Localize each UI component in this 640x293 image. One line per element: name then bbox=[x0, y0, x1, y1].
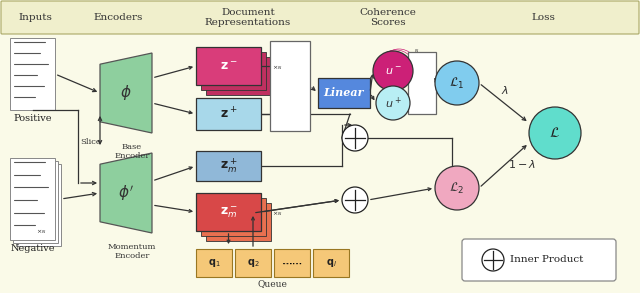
Circle shape bbox=[529, 107, 581, 159]
Circle shape bbox=[376, 86, 410, 120]
Text: Inputs: Inputs bbox=[18, 13, 52, 22]
Text: $u^-$: $u^-$ bbox=[385, 65, 401, 76]
Text: Document
Representations: Document Representations bbox=[205, 8, 291, 27]
FancyBboxPatch shape bbox=[313, 249, 349, 277]
FancyBboxPatch shape bbox=[196, 249, 232, 277]
FancyBboxPatch shape bbox=[13, 161, 58, 243]
Text: $\mathbf{q}_2$: $\mathbf{q}_2$ bbox=[246, 257, 259, 269]
Text: $\mathbf{q}_l$: $\mathbf{q}_l$ bbox=[326, 257, 337, 269]
Polygon shape bbox=[100, 53, 152, 133]
Text: $\times_N$: $\times_N$ bbox=[35, 227, 46, 236]
Circle shape bbox=[342, 125, 368, 151]
FancyBboxPatch shape bbox=[206, 57, 271, 95]
Text: $\mathcal{L}_2$: $\mathcal{L}_2$ bbox=[449, 180, 465, 195]
Text: Coherence
Scores: Coherence Scores bbox=[360, 8, 417, 27]
Text: $\cdots\cdots$: $\cdots\cdots$ bbox=[281, 258, 303, 268]
Text: Encoders: Encoders bbox=[93, 13, 143, 22]
Circle shape bbox=[373, 51, 413, 91]
Text: $^N$: $^N$ bbox=[414, 49, 419, 54]
FancyBboxPatch shape bbox=[206, 203, 271, 241]
Text: Slice: Slice bbox=[80, 137, 100, 146]
Text: $\mathbf{z}^-$: $\mathbf{z}^-$ bbox=[220, 59, 237, 72]
Text: $\phi'$: $\phi'$ bbox=[118, 183, 134, 203]
FancyBboxPatch shape bbox=[270, 41, 310, 131]
Circle shape bbox=[435, 61, 479, 105]
Text: Loss: Loss bbox=[531, 13, 555, 22]
Text: $\mathbf{z}_m^+$: $\mathbf{z}_m^+$ bbox=[220, 156, 237, 176]
Circle shape bbox=[482, 249, 504, 271]
FancyBboxPatch shape bbox=[201, 198, 266, 236]
Text: $u^+$: $u^+$ bbox=[385, 95, 401, 111]
FancyBboxPatch shape bbox=[16, 164, 61, 246]
FancyBboxPatch shape bbox=[201, 52, 266, 90]
Text: $\cdots\cdots$: $\cdots\cdots$ bbox=[282, 258, 302, 268]
Text: $\phi$: $\phi$ bbox=[120, 84, 132, 103]
Text: Positive: Positive bbox=[13, 114, 52, 123]
Text: $\times_N$: $\times_N$ bbox=[272, 209, 282, 219]
FancyBboxPatch shape bbox=[462, 239, 616, 281]
FancyBboxPatch shape bbox=[274, 249, 310, 277]
Text: Negative: Negative bbox=[10, 244, 55, 253]
FancyBboxPatch shape bbox=[10, 158, 55, 240]
FancyBboxPatch shape bbox=[196, 193, 261, 231]
FancyBboxPatch shape bbox=[196, 98, 261, 130]
Text: $\mathbf{q}_1$: $\mathbf{q}_1$ bbox=[207, 257, 220, 269]
Text: Queue: Queue bbox=[257, 279, 287, 288]
FancyBboxPatch shape bbox=[10, 38, 55, 110]
FancyBboxPatch shape bbox=[196, 47, 261, 85]
Text: $\mathcal{L}$: $\mathcal{L}$ bbox=[550, 126, 561, 140]
Text: $\mathbf{z}_m^-$: $\mathbf{z}_m^-$ bbox=[220, 204, 237, 220]
Text: $\times_N$: $\times_N$ bbox=[272, 64, 282, 72]
FancyBboxPatch shape bbox=[196, 151, 261, 181]
Text: Base
Encoder: Base Encoder bbox=[115, 143, 150, 160]
Text: Inner Product: Inner Product bbox=[510, 255, 584, 265]
Text: $\lambda$: $\lambda$ bbox=[501, 84, 509, 96]
FancyBboxPatch shape bbox=[1, 1, 639, 34]
Text: $\mathcal{L}_1$: $\mathcal{L}_1$ bbox=[449, 76, 465, 91]
Text: Momentum
Encoder: Momentum Encoder bbox=[108, 243, 156, 260]
Text: $1 - \lambda$: $1 - \lambda$ bbox=[508, 159, 536, 171]
FancyBboxPatch shape bbox=[408, 52, 436, 114]
Text: $\mathbf{z}^+$: $\mathbf{z}^+$ bbox=[220, 106, 237, 122]
FancyBboxPatch shape bbox=[235, 249, 271, 277]
Polygon shape bbox=[100, 153, 152, 233]
Circle shape bbox=[342, 187, 368, 213]
Text: Linear: Linear bbox=[324, 88, 364, 98]
FancyBboxPatch shape bbox=[318, 78, 370, 108]
Circle shape bbox=[435, 166, 479, 210]
